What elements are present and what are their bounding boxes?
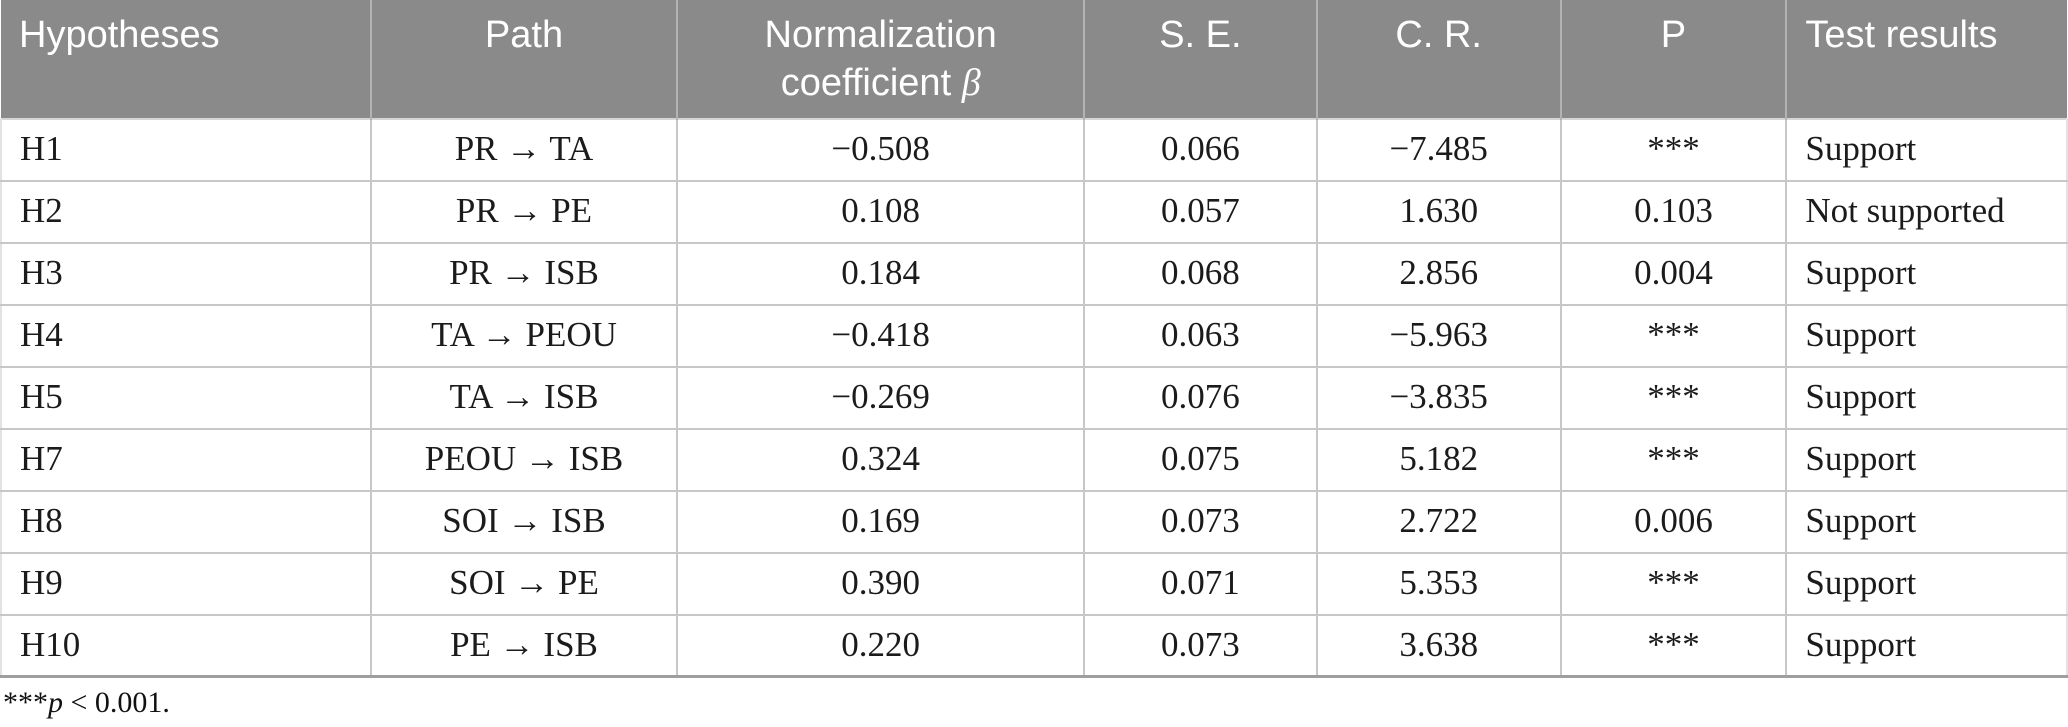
cell-h5-result: Support: [1785, 365, 2068, 430]
cell-h9-p: ***: [1559, 551, 1788, 616]
cell-h1-hypothesis: H1: [0, 117, 372, 182]
column-header-cr: C. R.: [1315, 0, 1561, 119]
cell-h8-hypothesis: H8: [0, 489, 372, 554]
cell-h10-path: PE → ISB: [369, 613, 679, 679]
beta-symbol: β: [961, 61, 981, 104]
cell-h1-path: PR → TA: [369, 117, 679, 182]
footnote-p-variable: p: [48, 686, 63, 719]
cell-h1-cr: −7.485: [1315, 117, 1562, 182]
cell-h8-se: 0.073: [1082, 489, 1318, 554]
cell-h2-coefficient: 0.108: [676, 179, 1085, 244]
cell-h7-p: ***: [1559, 427, 1788, 492]
table-row-h8: H8 SOI → ISB 0.169 0.073 2.722 0.006 Support: [0, 489, 2068, 554]
cell-h1-se: 0.066: [1082, 117, 1318, 182]
cell-h3-hypothesis: H3: [0, 241, 372, 306]
cell-h2-result: Not supported: [1785, 179, 2068, 244]
cell-h4-hypothesis: H4: [0, 303, 372, 368]
cell-h8-path: SOI → ISB: [369, 489, 679, 554]
column-header-coefficient: Normalization coefficient β: [676, 0, 1084, 119]
table-row-h7: H7 PEOU → ISB 0.324 0.075 5.182 *** Support: [0, 427, 2068, 492]
cell-h3-result: Support: [1785, 241, 2068, 306]
cell-h3-path: PR → ISB: [369, 241, 679, 306]
cell-h4-se: 0.063: [1082, 303, 1318, 368]
cell-h10-cr: 3.638: [1315, 613, 1562, 679]
cell-h1-coefficient: −0.508: [676, 117, 1085, 182]
cell-h4-result: Support: [1785, 303, 2068, 368]
table-row-h2: H2 PR → PE 0.108 0.057 1.630 0.103 Not support…: [0, 179, 2068, 244]
cell-h8-p: 0.006: [1559, 489, 1788, 554]
cell-h5-hypothesis: H5: [0, 365, 372, 430]
cell-h2-se: 0.057: [1082, 179, 1318, 244]
footnote-threshold-text: < 0.001.: [63, 686, 170, 719]
table-row-h4: H4 TA → PEOU −0.418 0.063 −5.963 *** Support: [0, 303, 2068, 368]
cell-h7-path: PEOU → ISB: [369, 427, 679, 492]
cell-h1-result: Support: [1785, 117, 2068, 182]
column-header-result: Test results: [1785, 0, 2067, 119]
cell-h10-result: Support: [1785, 613, 2068, 679]
cell-h8-cr: 2.722: [1315, 489, 1562, 554]
cell-h9-result: Support: [1785, 551, 2068, 616]
cell-h3-se: 0.068: [1082, 241, 1318, 306]
cell-h2-path: PR → PE: [369, 179, 679, 244]
cell-h9-path: SOI → PE: [369, 551, 679, 616]
cell-h9-coefficient: 0.390: [676, 551, 1085, 616]
cell-h7-result: Support: [1785, 427, 2068, 492]
cell-h4-path: TA → PEOU: [369, 303, 679, 368]
cell-h2-hypothesis: H2: [0, 179, 372, 244]
cell-h9-hypothesis: H9: [0, 551, 372, 616]
hypotheses-test-results-table: Hypotheses Path Normalization coefficient …: [0, 0, 2068, 679]
cell-h9-cr: 5.353: [1315, 551, 1562, 616]
table-row-h9: H9 SOI → PE 0.390 0.071 5.353 *** Support: [0, 551, 2068, 616]
cell-h5-coefficient: −0.269: [676, 365, 1085, 430]
cell-h2-cr: 1.630: [1315, 179, 1562, 244]
cell-h1-p: ***: [1559, 117, 1788, 182]
cell-h7-se: 0.075: [1082, 427, 1318, 492]
table-row-h3: H3 PR → ISB 0.184 0.068 2.856 0.004 Support: [0, 241, 2068, 306]
cell-h5-se: 0.076: [1082, 365, 1318, 430]
table-row-h10: H10 PE → ISB 0.220 0.073 3.638 *** Support: [0, 613, 2068, 679]
table-footnote: ***p < 0.001.: [3, 686, 170, 720]
cell-h10-hypothesis: H10: [0, 613, 372, 679]
cell-h7-hypothesis: H7: [0, 427, 372, 492]
column-header-p: P: [1559, 0, 1787, 119]
cell-h10-p: ***: [1559, 613, 1788, 679]
cell-h9-se: 0.071: [1082, 551, 1318, 616]
cell-h5-cr: −3.835: [1315, 365, 1562, 430]
cell-h10-se: 0.073: [1082, 613, 1318, 679]
table-body: H1 PR → TA −0.508 0.066 −7.485 *** Support H2 PR…: [0, 117, 2068, 679]
cell-h4-coefficient: −0.418: [676, 303, 1085, 368]
cell-h10-coefficient: 0.220: [676, 613, 1085, 679]
footnote-significance-stars: ***: [3, 686, 48, 719]
cell-h7-cr: 5.182: [1315, 427, 1562, 492]
column-header-se: S. E.: [1082, 0, 1317, 119]
cell-h7-coefficient: 0.324: [676, 427, 1085, 492]
cell-h5-p: ***: [1559, 365, 1788, 430]
column-header-hypothesis: Hypotheses: [1, 0, 371, 119]
cell-h8-coefficient: 0.169: [676, 489, 1085, 554]
table-row-h5: H5 TA → ISB −0.269 0.076 −3.835 *** Support: [0, 365, 2068, 430]
cell-h8-result: Support: [1785, 489, 2068, 554]
cell-h4-p: ***: [1559, 303, 1788, 368]
cell-h3-p: 0.004: [1559, 241, 1788, 306]
table-row-h1: H1 PR → TA −0.508 0.066 −7.485 *** Support: [0, 117, 2068, 182]
cell-h2-p: 0.103: [1559, 179, 1788, 244]
cell-h4-cr: −5.963: [1315, 303, 1562, 368]
column-header-path: Path: [369, 0, 678, 119]
cell-h3-coefficient: 0.184: [676, 241, 1085, 306]
table-header-row: Hypotheses Path Normalization coefficient …: [1, 0, 2067, 119]
cell-h5-path: TA → ISB: [369, 365, 679, 430]
cell-h3-cr: 2.856: [1315, 241, 1562, 306]
